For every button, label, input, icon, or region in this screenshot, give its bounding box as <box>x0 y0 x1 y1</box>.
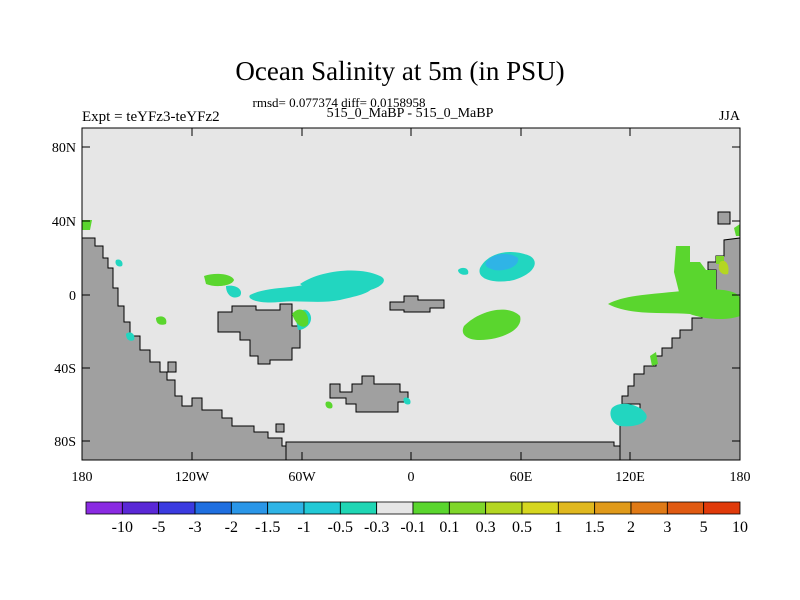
colorbar-label: 3 <box>663 519 671 536</box>
colorbar-swatch <box>230 501 269 515</box>
anomaly-pos-9 <box>734 224 740 236</box>
anomaly-pos-5 <box>674 246 716 310</box>
land-continent-c <box>329 375 409 413</box>
colorbar-swatch <box>194 501 232 515</box>
colorbar-label: 0.1 <box>439 519 459 536</box>
colorbar-label: 0.3 <box>476 519 496 536</box>
colorbar-swatch <box>630 501 668 515</box>
colorbar-swatch <box>158 501 196 515</box>
colorbar-swatch <box>521 501 559 515</box>
land-masses <box>81 211 741 461</box>
anomaly-pos-11 <box>650 352 658 366</box>
colorbar: -10 -5 -3 -2 -1.5 -1 -0.5 -0.3 -0.1 0.1 0.3 0.5 1 1.5… <box>85 501 748 536</box>
colorbar-label: 2 <box>627 519 635 536</box>
land-west-america <box>81 237 297 461</box>
anomaly-patches <box>82 220 740 427</box>
colorbar-swatch <box>703 501 741 515</box>
colorbar-swatch <box>303 501 341 515</box>
colorbar-label: -1 <box>297 519 310 536</box>
x-tick-label: 180 <box>730 470 751 485</box>
y-tick-label: 80S <box>54 435 76 450</box>
land-continent-a <box>217 303 301 365</box>
colorbar-label: 0.5 <box>512 519 532 536</box>
anomaly-neg-6 <box>226 285 242 298</box>
colorbar-swatch <box>485 501 523 515</box>
x-tick-label: 0 <box>408 470 415 485</box>
x-tick-label: 180 <box>72 470 93 485</box>
colorbar-swatch <box>121 501 160 515</box>
colorbar-swatch <box>557 501 596 515</box>
colorbar-swatch <box>267 501 305 515</box>
colorbar-swatch <box>448 501 487 515</box>
anomaly-pos-8 <box>156 316 167 325</box>
colorbar-label: -2 <box>225 519 238 536</box>
land-island-ne <box>717 211 731 225</box>
season-label: JJA <box>718 109 740 124</box>
colorbar-label: 5 <box>700 519 708 536</box>
colorbar-label: -1.5 <box>255 519 280 536</box>
colorbar-label: 1.5 <box>585 519 605 536</box>
anomaly-pos-13 <box>718 260 729 275</box>
land-antarctica <box>285 441 621 461</box>
colorbar-label: -10 <box>112 519 133 536</box>
x-tick-label: 60W <box>288 470 316 485</box>
colorbar-swatch <box>85 501 123 515</box>
y-tick-label: 40S <box>54 362 76 377</box>
colorbar-label: -0.1 <box>400 519 425 536</box>
anomaly-neg-5 <box>610 403 647 427</box>
land-continent-b <box>389 295 445 313</box>
y-tick-marks <box>82 146 740 442</box>
y-tick-label: 40N <box>52 215 76 230</box>
anomaly-pos-15 <box>325 401 333 409</box>
colorbar-swatch <box>339 501 378 515</box>
colorbar-label: -0.3 <box>364 519 389 536</box>
y-tick-label: 80N <box>52 141 76 156</box>
anomaly-pos-7 <box>292 309 309 327</box>
colorbar-label: -0.5 <box>328 519 353 536</box>
colorbar-swatch <box>376 501 414 515</box>
map-title: Ocean Salinity at 5m (in PSU) <box>235 56 565 86</box>
colorbar-swatch <box>594 501 632 515</box>
colorbar-label: -5 <box>152 519 165 536</box>
anomaly-pos-3 <box>462 309 521 340</box>
colorbar-label: -3 <box>188 519 201 536</box>
stats-subtitle: rmsd= 0.077374 diff= 0.0158958 <box>252 95 426 110</box>
anomaly-pos-2 <box>204 273 234 287</box>
colorbar-swatch <box>412 501 450 515</box>
anomaly-pos-14 <box>115 259 123 267</box>
anomaly-pos-12 <box>458 267 469 275</box>
x-tick-label: 60E <box>510 470 533 485</box>
colorbar-swatch <box>666 501 705 515</box>
anomaly-neg-2 <box>300 270 384 293</box>
land-island-1 <box>167 361 177 373</box>
case-label: 515_0_MaBP - 515_0_MaBP <box>326 106 494 121</box>
land-island-2 <box>275 423 285 433</box>
y-tick-label: 0 <box>69 289 76 304</box>
x-tick-label: 120W <box>175 470 210 485</box>
experiment-label: Expt = teYFz3-teYFz2 <box>82 109 220 125</box>
anomaly-pos-10 <box>82 220 92 230</box>
colorbar-label: 10 <box>732 519 748 536</box>
x-tick-label: 120E <box>615 470 645 485</box>
x-tick-marks <box>81 128 741 460</box>
anomaly-pos-16 <box>403 397 411 405</box>
colorbar-label: 1 <box>554 519 562 536</box>
anomaly-pos-1 <box>485 253 519 271</box>
anomaly-neg-7 <box>126 332 135 341</box>
